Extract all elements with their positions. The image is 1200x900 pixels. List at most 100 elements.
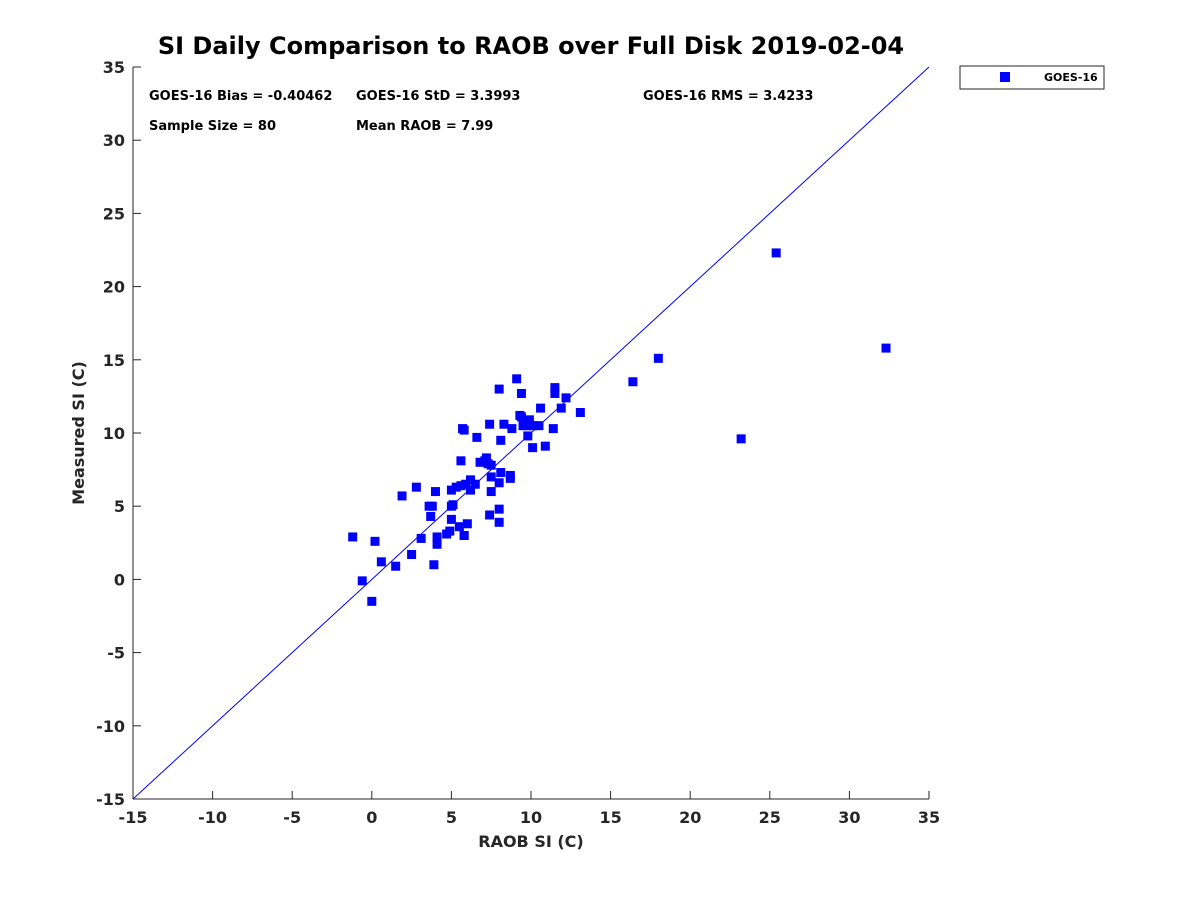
data-point [466, 485, 476, 495]
data-point [481, 453, 491, 463]
data-point [448, 500, 458, 510]
data-point [507, 424, 517, 434]
x-tick-label: 0 [366, 808, 377, 827]
data-point [736, 434, 746, 444]
data-point [446, 485, 456, 495]
data-point [881, 343, 891, 353]
data-point [516, 412, 526, 422]
data-point [461, 479, 471, 489]
data-point [523, 421, 533, 431]
x-axis-label: RAOB SI (C) [478, 832, 583, 851]
data-point [561, 393, 571, 403]
data-point [494, 504, 504, 514]
data-point [523, 431, 533, 441]
chart-title: SI Daily Comparison to RAOB over Full Di… [158, 32, 904, 60]
data-point [494, 517, 504, 527]
data-point [348, 532, 358, 542]
x-tick-label: 5 [446, 808, 457, 827]
y-tick-label: 25 [103, 204, 125, 223]
legend-label-goes16: GOES-16 [1044, 71, 1098, 84]
data-point [472, 432, 482, 442]
data-point [391, 561, 401, 571]
data-point [445, 526, 455, 536]
data-point [454, 522, 464, 532]
x-tick-label: -15 [119, 808, 148, 827]
data-point [429, 560, 439, 570]
y-axis-label: Measured SI (C) [69, 361, 88, 505]
data-point [432, 532, 442, 542]
stat-rms: GOES-16 RMS = 3.4233 [643, 89, 813, 104]
legend: GOES-16 [959, 65, 1105, 90]
legend-box [959, 65, 1105, 90]
data-point [470, 479, 480, 489]
x-tick-label: 35 [918, 808, 940, 827]
stat-bias: GOES-16 Bias = -0.40462 [149, 89, 332, 104]
stat-mean-raob: Mean RAOB = 7.99 [356, 119, 493, 134]
data-point [505, 473, 515, 483]
data-point [411, 482, 421, 492]
data-point [485, 419, 495, 429]
data-point [427, 501, 437, 511]
data-point [518, 421, 528, 431]
x-axis: -15 -10 -5 0 5 10 15 20 25 30 35 [119, 791, 940, 827]
data-point [496, 468, 506, 478]
x-tick-label: 15 [599, 808, 621, 827]
y-tick-label: 15 [103, 351, 125, 370]
data-point [416, 533, 426, 543]
legend-marker-goes16 [1000, 72, 1010, 82]
y-tick-label: -15 [96, 790, 125, 809]
data-point [370, 536, 380, 546]
data-point [550, 388, 560, 398]
data-point [486, 472, 496, 482]
data-point [528, 421, 538, 431]
data-point [516, 388, 526, 398]
data-point [475, 457, 485, 467]
y-tick-label: 5 [114, 497, 125, 516]
data-point [376, 557, 386, 567]
data-point [485, 510, 495, 520]
x-tick-label: -10 [198, 808, 227, 827]
data-point [466, 475, 476, 485]
data-point [771, 248, 781, 258]
data-point [534, 421, 544, 431]
x-tick-label: 30 [838, 808, 860, 827]
data-point [456, 481, 466, 491]
x-tick-label: 20 [679, 808, 701, 827]
data-point [459, 530, 469, 540]
data-point [524, 415, 534, 425]
data-point [628, 377, 638, 387]
stat-std: GOES-16 StD = 3.3993 [356, 89, 520, 104]
y-tick-label: -10 [96, 717, 125, 736]
data-points [348, 248, 891, 606]
data-point [456, 456, 466, 466]
data-point [397, 491, 407, 501]
data-point [407, 550, 417, 560]
data-point [357, 576, 367, 586]
data-point [548, 424, 558, 434]
data-point [575, 408, 585, 418]
data-point [550, 383, 560, 393]
y-tick-label: 30 [103, 131, 125, 150]
data-point [486, 487, 496, 497]
y-tick-label: 20 [103, 278, 125, 297]
data-point [426, 511, 436, 521]
y-tick-label: 10 [103, 424, 125, 443]
data-point [494, 384, 504, 394]
data-point [462, 519, 472, 529]
data-point [459, 425, 469, 435]
data-point [556, 403, 566, 413]
x-tick-label: 25 [759, 808, 781, 827]
x-tick-label: 10 [520, 808, 542, 827]
data-point [494, 478, 504, 488]
stat-sample-size: Sample Size = 80 [149, 119, 276, 134]
data-point [430, 487, 440, 497]
data-point [367, 596, 377, 606]
y-tick-label: 0 [114, 570, 125, 589]
data-point [540, 441, 550, 451]
y-tick-label: 35 [103, 58, 125, 77]
y-axis: -15 -10 -5 0 5 10 15 20 25 30 35 [96, 58, 141, 809]
data-point [653, 353, 663, 363]
x-tick-label: -5 [283, 808, 301, 827]
data-point [512, 374, 522, 384]
